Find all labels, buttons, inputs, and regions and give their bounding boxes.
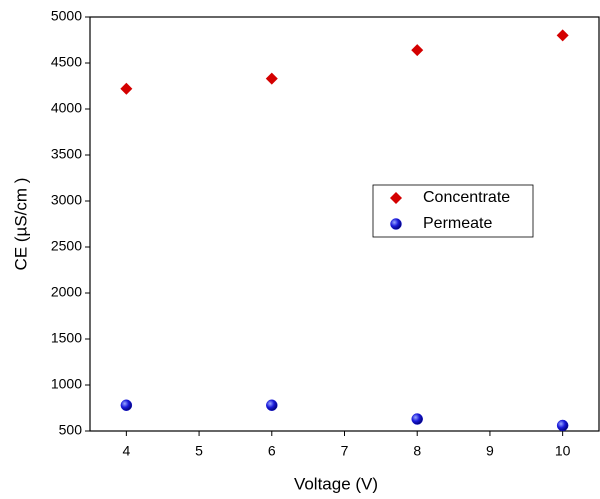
y-tick-label: 1500 bbox=[51, 330, 82, 346]
legend-label: Permeate bbox=[423, 215, 492, 232]
point bbox=[556, 419, 569, 432]
point bbox=[411, 413, 423, 425]
point bbox=[120, 399, 133, 411]
x-tick-label: 7 bbox=[341, 443, 349, 459]
y-axis-title: CE (µS/cm ) bbox=[11, 178, 30, 271]
y-tick-label: 3000 bbox=[51, 192, 82, 208]
y-tick-label: 500 bbox=[59, 422, 83, 438]
point bbox=[120, 82, 133, 95]
y-tick-label: 4000 bbox=[51, 100, 82, 116]
y-tick-label: 5000 bbox=[51, 8, 82, 24]
x-tick-label: 10 bbox=[555, 443, 571, 459]
y-tick-label: 3500 bbox=[51, 146, 82, 162]
point bbox=[265, 72, 278, 85]
y-tick-label: 2000 bbox=[51, 284, 82, 300]
x-tick-label: 5 bbox=[195, 443, 203, 459]
point bbox=[556, 29, 569, 42]
y-tick-label: 1000 bbox=[51, 376, 82, 392]
x-tick-label: 6 bbox=[268, 443, 276, 459]
x-tick-label: 8 bbox=[413, 443, 421, 459]
legend-label: Concentrate bbox=[423, 189, 510, 206]
x-axis-title: Voltage (V) bbox=[294, 474, 378, 493]
point bbox=[266, 399, 278, 411]
y-tick-label: 4500 bbox=[51, 54, 82, 70]
point bbox=[411, 44, 424, 57]
legend-marker bbox=[390, 192, 402, 204]
y-tick-label: 2500 bbox=[51, 238, 82, 254]
x-tick-label: 4 bbox=[122, 443, 130, 459]
x-tick-label: 9 bbox=[486, 443, 494, 459]
legend-marker bbox=[390, 218, 402, 230]
